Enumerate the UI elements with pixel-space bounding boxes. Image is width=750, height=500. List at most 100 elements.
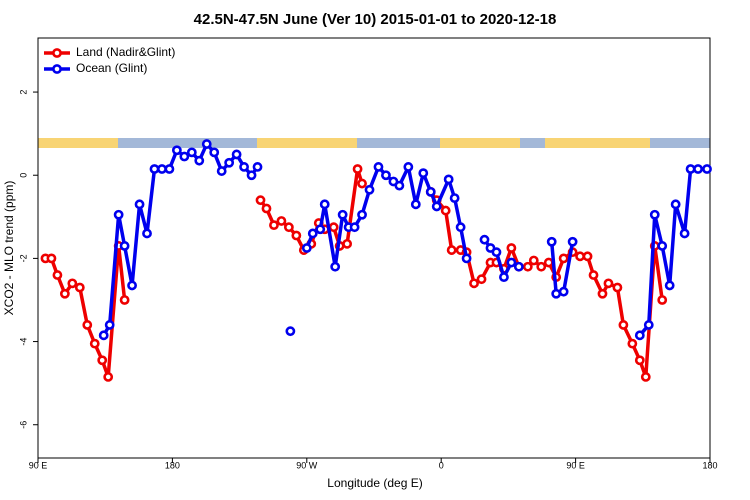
point	[476, 274, 487, 285]
x-tick-label: 90 W	[296, 460, 318, 470]
legend-marker	[52, 48, 62, 58]
point	[657, 295, 668, 305]
point	[349, 222, 360, 233]
point	[558, 286, 569, 297]
point	[352, 164, 363, 174]
point	[643, 320, 654, 330]
land-ocean-strip	[38, 138, 710, 148]
point	[246, 170, 257, 181]
point	[224, 157, 235, 168]
y-tick-label: -6	[18, 421, 28, 429]
point	[582, 251, 593, 262]
point	[506, 257, 517, 268]
point	[455, 222, 466, 233]
point	[449, 193, 460, 203]
point	[418, 168, 429, 179]
y-tick-label: -2	[18, 254, 28, 262]
point	[693, 164, 703, 174]
point	[491, 247, 502, 258]
point	[342, 238, 353, 249]
point	[575, 251, 585, 262]
point	[194, 155, 205, 166]
point	[103, 372, 114, 382]
point	[536, 261, 547, 272]
point	[301, 243, 312, 253]
y-tick-label: -4	[18, 338, 28, 346]
x-axis-label: Longitude (deg E)	[327, 476, 422, 490]
point	[634, 330, 645, 341]
point	[558, 253, 569, 264]
point	[127, 280, 137, 291]
point	[479, 234, 490, 245]
point	[657, 241, 668, 251]
point	[119, 241, 130, 251]
point	[425, 186, 436, 197]
y-axis-label: XCO2 - MLO trend (ppm)	[2, 181, 16, 316]
legend-label: Land (Nadir&Glint)	[76, 45, 175, 59]
point	[52, 270, 63, 280]
x-tick-label: 90 E	[566, 460, 585, 470]
point	[89, 338, 100, 349]
point	[381, 170, 391, 181]
point	[255, 195, 266, 206]
y-tick-label: 0	[18, 173, 28, 178]
point	[513, 261, 524, 272]
point	[315, 224, 326, 235]
point	[364, 184, 375, 195]
legend-label: Ocean (Glint)	[76, 61, 147, 75]
y-tick-label: 2	[18, 90, 28, 95]
x-tick-label: 180	[702, 460, 717, 470]
point	[67, 278, 78, 289]
point	[46, 253, 57, 264]
point	[328, 222, 339, 233]
point	[446, 245, 457, 255]
point	[461, 253, 472, 264]
point	[627, 338, 638, 349]
point	[640, 372, 651, 382]
point	[142, 228, 152, 239]
point	[157, 164, 167, 174]
point	[373, 162, 384, 172]
point	[216, 166, 227, 176]
point	[443, 174, 454, 185]
point	[74, 282, 85, 293]
point	[618, 320, 629, 330]
point	[670, 199, 681, 210]
point	[98, 330, 109, 341]
point	[97, 355, 108, 366]
point	[134, 199, 145, 210]
point	[231, 149, 242, 160]
land-band	[545, 138, 650, 148]
point	[551, 288, 562, 299]
point	[685, 164, 696, 174]
chart-title: 42.5N-47.5N June (Ver 10) 2015-01-01 to …	[194, 11, 557, 28]
point	[59, 288, 70, 299]
x-tick-label: 0	[439, 460, 444, 470]
point	[209, 147, 220, 158]
point	[252, 162, 263, 172]
point	[394, 180, 405, 191]
point	[337, 209, 348, 220]
point	[113, 209, 124, 220]
plot-frame	[37, 37, 711, 459]
ocean-band	[38, 138, 710, 148]
point	[239, 162, 249, 172]
land-band	[257, 138, 357, 148]
point	[499, 272, 509, 283]
point	[285, 326, 296, 337]
point	[82, 320, 93, 330]
point	[171, 145, 182, 156]
point	[664, 280, 675, 291]
point	[179, 151, 190, 162]
point	[431, 201, 442, 212]
point	[319, 199, 330, 210]
point	[546, 236, 557, 247]
point	[119, 295, 130, 305]
point	[276, 216, 287, 226]
point	[522, 261, 533, 272]
point	[164, 164, 175, 174]
legend-marker	[52, 64, 62, 74]
point	[588, 270, 599, 280]
point	[283, 222, 294, 233]
